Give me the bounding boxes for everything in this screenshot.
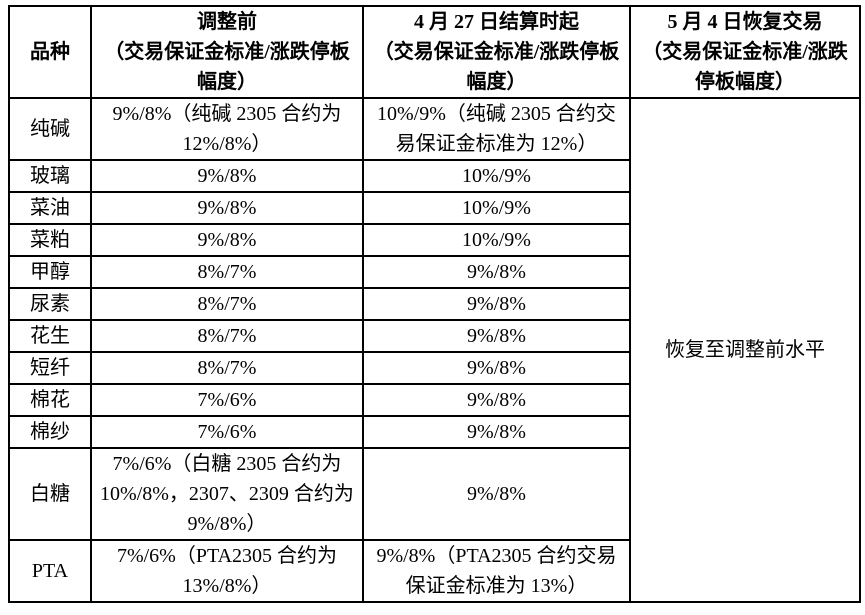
header-may4-resume: 5 月 4 日恢复交易 （交易保证金标准/涨跌停板幅度） [629,5,861,99]
table-row: 白糖 7%/6%（白糖 2305 合约为 10%/8%，2307、2309 合约… [8,447,860,541]
table-row: 纯碱 9%/8%（纯碱 2305 合约为 12%/8%） 10%/9%（纯碱 2… [8,97,861,603]
header-from-april27: 4 月 27 日结算时起 （交易保证金标准/涨跌停板幅度） [362,5,631,99]
before-value-cell: 9%/8% [90,159,364,193]
table-row: 棉纱 7%/6% 9%/8% [8,415,860,449]
table-row: PTA 7%/6%（PTA2305 合约为 13%/8%） 9%/8%（PTA2… [8,539,860,603]
apr27-value-cell: 9%/8% [362,319,631,353]
table-row: 花生 8%/7% 9%/8% [8,319,860,353]
before-value-cell: 8%/7% [90,255,364,289]
apr27-value-cell: 9%/8% [362,255,631,289]
variety-cell: 菜粕 [8,223,92,257]
variety-cell: 花生 [8,319,92,353]
variety-cell: 玻璃 [8,159,92,193]
variety-cell: 甲醇 [8,255,92,289]
before-value-cell: 7%/6%（白糖 2305 合约为 10%/8%，2307、2309 合约为 9… [90,447,364,541]
apr27-value-cell: 10%/9% [362,191,631,225]
apr27-value-cell: 10%/9%（纯碱 2305 合约交易保证金标准为 12%） [362,97,631,161]
before-value-cell: 9%/8%（纯碱 2305 合约为 12%/8%） [90,97,364,161]
variety-cell: 白糖 [8,447,92,541]
variety-cell: 棉花 [8,383,92,417]
before-value-cell: 8%/7% [90,351,364,385]
document-page: 品种 调整前 （交易保证金标准/涨跌停板幅度） 4 月 27 日结算时起 （交易… [8,5,861,603]
apr27-value-cell: 10%/9% [362,223,631,257]
before-value-cell: 8%/7% [90,287,364,321]
table-row: 菜粕 9%/8% 10%/9% [8,223,860,257]
table-row: 短纤 8%/7% 9%/8% [8,351,860,385]
variety-cell: 短纤 [8,351,92,385]
before-value-cell: 8%/7% [90,319,364,353]
apr27-value-cell: 10%/9% [362,159,631,193]
header-variety: 品种 [8,5,92,99]
table-row: 甲醇 8%/7% 9%/8% [8,255,860,289]
before-value-cell: 7%/6% [90,383,364,417]
futures-margin-adjustment-table: 品种 调整前 （交易保证金标准/涨跌停板幅度） 4 月 27 日结算时起 （交易… [8,5,861,603]
variety-cell: PTA [8,539,92,603]
header-before-adjustment: 调整前 （交易保证金标准/涨跌停板幅度） [90,5,364,99]
apr27-value-cell: 9%/8% [362,383,631,417]
before-value-cell: 9%/8% [90,223,364,257]
table-row: 玻璃 9%/8% 10%/9% [8,159,860,193]
variety-cell: 纯碱 [8,97,92,161]
variety-cell: 尿素 [8,287,92,321]
apr27-value-cell: 9%/8% [362,287,631,321]
before-value-cell: 7%/6%（PTA2305 合约为 13%/8%） [90,539,364,603]
table-row: 棉花 7%/6% 9%/8% [8,383,860,417]
before-value-cell: 7%/6% [90,415,364,449]
apr27-value-cell: 9%/8%（PTA2305 合约交易保证金标准为 13%） [362,539,631,603]
variety-cell: 菜油 [8,191,92,225]
apr27-value-cell: 9%/8% [362,351,631,385]
variety-cell: 棉纱 [8,415,92,449]
apr27-value-cell: 9%/8% [362,415,631,449]
table-row: 尿素 8%/7% 9%/8% [8,287,860,321]
table-row: 菜油 9%/8% 10%/9% [8,191,860,225]
apr27-value-cell: 9%/8% [362,447,631,541]
resume-merged-cell: 恢复至调整前水平 [629,97,861,603]
before-value-cell: 9%/8% [90,191,364,225]
table-header-row: 品种 调整前 （交易保证金标准/涨跌停板幅度） 4 月 27 日结算时起 （交易… [8,5,861,99]
